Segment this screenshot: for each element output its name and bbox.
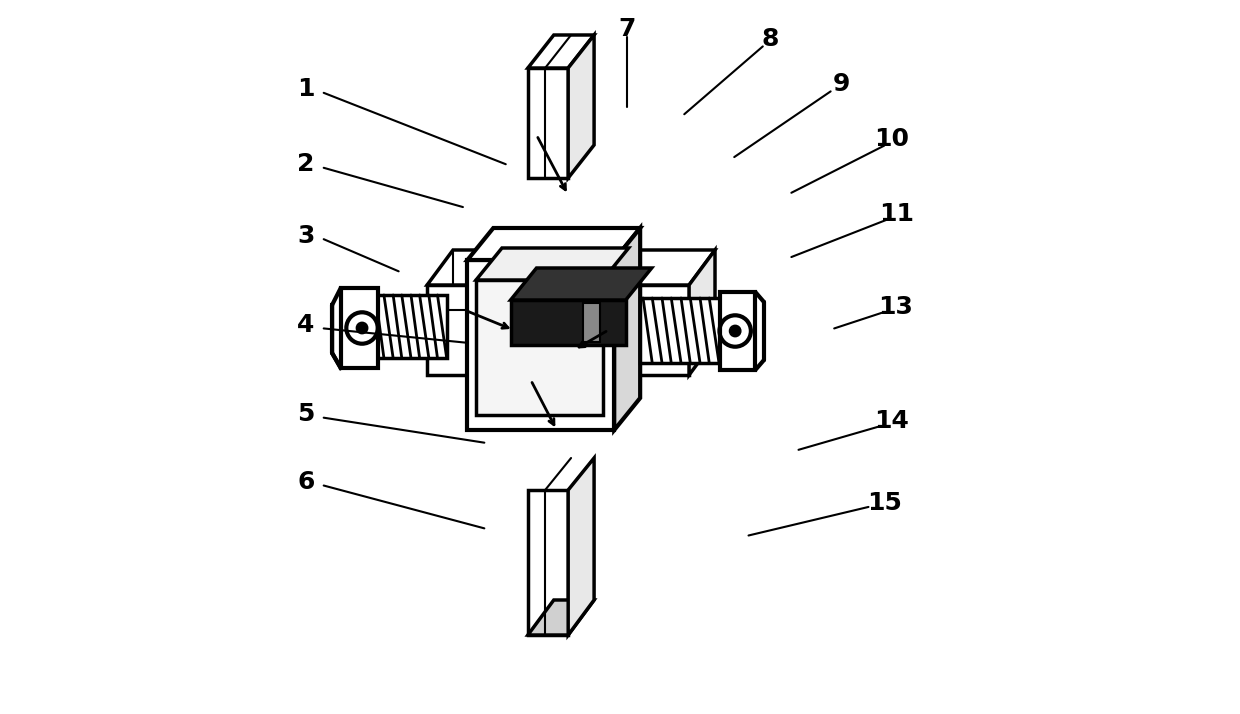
Text: 2: 2 (298, 152, 315, 176)
Text: 9: 9 (832, 72, 851, 96)
Polygon shape (341, 288, 378, 368)
Polygon shape (568, 458, 594, 635)
Text: 10: 10 (874, 127, 909, 151)
Polygon shape (467, 260, 614, 430)
Polygon shape (605, 250, 715, 285)
Text: 14: 14 (874, 409, 909, 433)
Polygon shape (511, 300, 626, 345)
Polygon shape (528, 68, 568, 178)
Polygon shape (719, 292, 755, 370)
Polygon shape (528, 490, 568, 635)
Text: 11: 11 (879, 202, 915, 226)
Text: 13: 13 (878, 295, 913, 319)
Text: 8: 8 (761, 27, 779, 51)
Polygon shape (640, 298, 720, 363)
Polygon shape (528, 35, 594, 68)
Text: 4: 4 (298, 313, 315, 337)
Polygon shape (583, 303, 600, 342)
Polygon shape (689, 250, 715, 375)
Polygon shape (568, 35, 594, 178)
Polygon shape (376, 295, 448, 358)
Text: 6: 6 (298, 470, 315, 494)
Polygon shape (427, 285, 511, 375)
Text: 7: 7 (619, 16, 636, 41)
Circle shape (356, 322, 368, 333)
Polygon shape (511, 268, 652, 300)
Text: 15: 15 (867, 491, 901, 516)
Text: 3: 3 (298, 223, 315, 248)
Polygon shape (528, 600, 594, 635)
Text: 1: 1 (298, 77, 315, 101)
Circle shape (729, 326, 740, 337)
Polygon shape (614, 228, 640, 430)
Polygon shape (427, 250, 537, 285)
Text: 5: 5 (298, 402, 315, 426)
Polygon shape (467, 228, 640, 260)
Polygon shape (476, 248, 629, 280)
Polygon shape (605, 285, 689, 375)
Polygon shape (476, 280, 603, 415)
